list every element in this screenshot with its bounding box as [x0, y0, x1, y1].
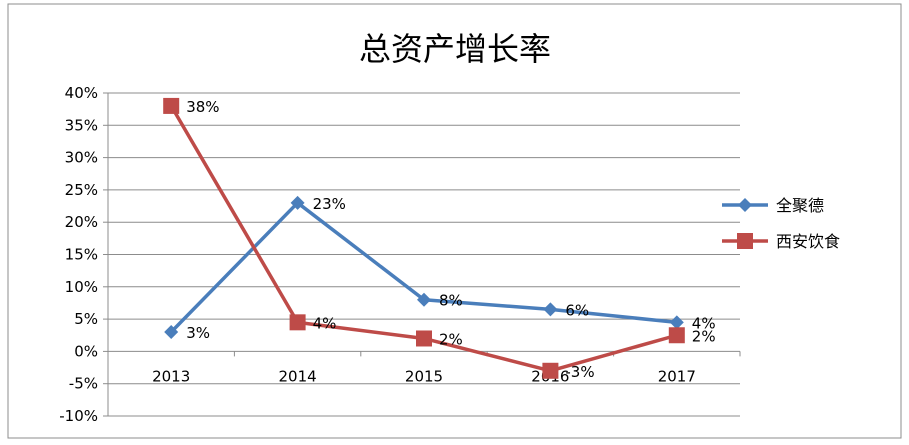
y-tick-label: 30%	[65, 149, 98, 167]
data-point-marker	[542, 362, 559, 379]
y-tick-label: 25%	[65, 181, 98, 199]
data-label: 2%	[439, 330, 463, 348]
data-label: 3%	[186, 324, 210, 342]
data-label: 23%	[313, 195, 346, 213]
chart-border	[7, 3, 902, 439]
legend-label: 全聚德	[776, 196, 824, 215]
y-tick-label: -10%	[59, 407, 98, 425]
data-point-marker	[417, 292, 431, 307]
data-point-marker	[290, 195, 305, 210]
legend-label: 西安饮食	[776, 232, 840, 251]
y-tick-label: 10%	[65, 278, 98, 296]
x-tick-label: 2017	[658, 367, 696, 385]
data-point-marker	[164, 325, 179, 340]
data-point-marker	[289, 314, 306, 331]
y-tick-label: 35%	[65, 116, 98, 134]
y-tick-label: 40%	[65, 84, 98, 102]
x-axis-ticks: 20132014201520162017	[107, 351, 741, 385]
chart-title: 总资产增长率	[359, 30, 551, 68]
data-label: -3%	[565, 363, 594, 381]
y-tick-label: 15%	[65, 246, 98, 264]
data-point-marker	[543, 302, 558, 317]
data-label: 4%	[692, 314, 716, 332]
data-label: 6%	[565, 301, 589, 319]
x-tick-label: 2013	[152, 367, 190, 385]
y-tick-label: 0%	[74, 342, 98, 360]
x-tick-label: 2014	[279, 367, 317, 385]
data-label: 2%	[692, 327, 716, 345]
legend-marker	[737, 233, 753, 249]
y-axis-ticks: 40% 35% 30% 25% 20% 15% 10% 5% 0% -5% -10%	[59, 84, 98, 425]
data-point-marker	[163, 97, 180, 114]
series-layer: 3%23%8%6%4%38%4%2%-3%2%	[163, 97, 716, 381]
data-label: 8%	[439, 292, 463, 310]
gridlines	[103, 92, 740, 417]
y-tick-label: 20%	[65, 213, 98, 231]
data-point-marker	[669, 315, 684, 330]
x-tick-label: 2015	[405, 367, 443, 385]
data-label: 4%	[313, 314, 337, 332]
y-tick-label: -5%	[69, 375, 98, 393]
legend-marker	[738, 198, 752, 212]
y-tick-label: 5%	[74, 310, 98, 328]
data-point-marker	[416, 330, 432, 347]
data-label: 38%	[186, 98, 219, 116]
data-point-marker	[668, 327, 685, 344]
